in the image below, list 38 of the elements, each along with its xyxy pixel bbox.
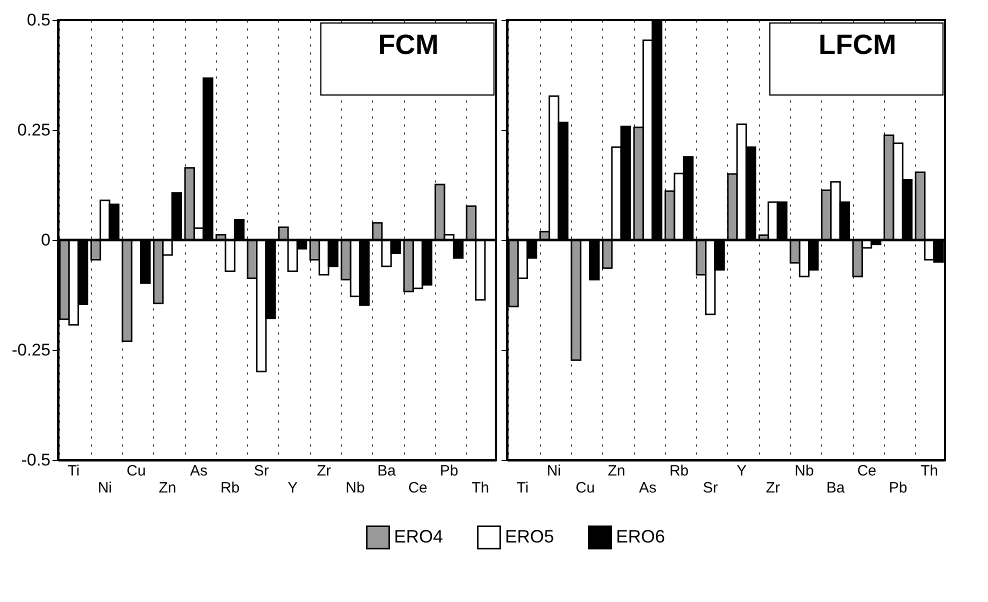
chart-title: LFCM — [818, 29, 896, 60]
x-tick-label: Cu — [126, 462, 146, 480]
chart-title: FCM — [378, 29, 439, 60]
x-tick-label: Zr — [316, 462, 332, 480]
x-tick-label: Ti — [68, 462, 80, 480]
x-tick-label: Zn — [158, 480, 176, 496]
y-tick-label: -0.5 — [21, 450, 50, 470]
x-tick-label: Cu — [576, 480, 595, 496]
x-tick-label: Sr — [702, 480, 718, 496]
legend-label: ERO4 — [394, 526, 444, 546]
x-tick-label: Sr — [254, 462, 269, 480]
x-tick-label: Nb — [794, 462, 814, 480]
x-tick-label: Ni — [546, 462, 562, 480]
x-tick-label: Ni — [98, 480, 112, 496]
x-tick-label: Zn — [608, 462, 626, 480]
x-tick-label: As — [639, 480, 657, 496]
x-tick-label: Y — [736, 462, 747, 480]
x-tick-label: Zr — [766, 480, 780, 496]
x-tick-label: Ti — [516, 480, 529, 496]
x-tick-label: Rb — [669, 462, 689, 480]
x-tick-label: Y — [288, 480, 298, 496]
x-tick-label: Ba — [377, 462, 396, 480]
y-tick-label: 0.25 — [17, 120, 50, 140]
x-tick-label: Pb — [440, 462, 458, 480]
x-tick-label: Nb — [346, 480, 365, 496]
x-tick-label: Ba — [826, 480, 846, 496]
legend-label: ERO5 — [505, 526, 554, 546]
x-tick-label: As — [190, 462, 208, 480]
y-tick-label: 0.5 — [26, 10, 50, 30]
legend-label: ERO6 — [616, 526, 666, 546]
x-tick-label: Ce — [857, 462, 876, 480]
y-tick-label: -0.25 — [12, 340, 50, 360]
x-tick-label: Rb — [220, 480, 240, 496]
y-tick-label: 0 — [41, 230, 50, 250]
x-tick-label: Pb — [888, 480, 908, 496]
x-tick-label: Th — [472, 480, 490, 496]
x-tick-label: Th — [920, 462, 938, 480]
x-tick-label: Ce — [408, 480, 428, 496]
